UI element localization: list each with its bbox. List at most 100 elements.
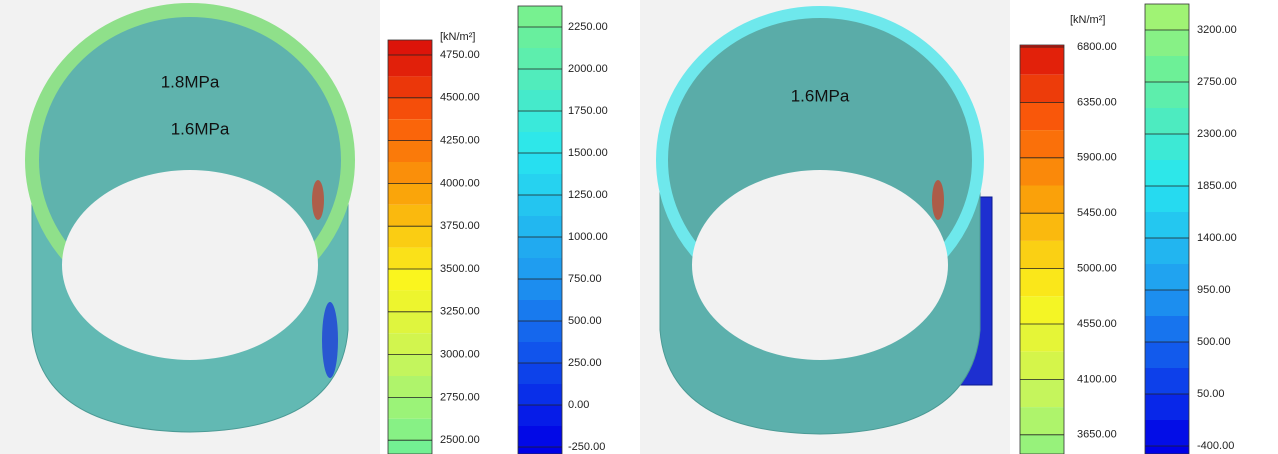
- legend-band: [518, 405, 562, 426]
- legend-band: [518, 321, 562, 342]
- legend-label: 3650.00: [1077, 429, 1117, 441]
- legend-band: [1020, 47, 1064, 75]
- legend-label: 1750.00: [568, 105, 608, 117]
- legend-label: 4750.00: [440, 49, 480, 61]
- legend-label: 2750.00: [440, 391, 480, 403]
- legend-band: [518, 90, 562, 111]
- legend-band: [1145, 4, 1189, 30]
- legend-label: -250.00: [568, 441, 605, 453]
- unit: [kN/m²]: [440, 31, 475, 43]
- legend-band: [1145, 238, 1189, 264]
- annotation: 1.6MPa: [171, 119, 230, 138]
- legend-band: [388, 376, 432, 397]
- legend-label: 4000.00: [440, 177, 480, 189]
- right-cylinder: [660, 12, 992, 434]
- legend-band: [1020, 435, 1064, 454]
- legend-band: [388, 141, 432, 162]
- legend-band: [1145, 446, 1189, 454]
- legend-band: [518, 447, 562, 454]
- legend-band: [1145, 290, 1189, 316]
- legend-label: -400.00: [1197, 440, 1234, 452]
- legend-label: 2750.00: [1197, 76, 1237, 88]
- legend-band: [518, 153, 562, 174]
- legend-band: [1145, 108, 1189, 134]
- legend-label: 2300.00: [1197, 128, 1237, 140]
- legend-band: [1145, 342, 1189, 368]
- legend-band: [518, 6, 562, 27]
- legend-band: [518, 384, 562, 405]
- legend-label: 1400.00: [1197, 232, 1237, 244]
- legend-band: [1145, 394, 1189, 420]
- legend-band: [388, 355, 432, 376]
- legend-band: [1020, 213, 1064, 241]
- legend-band: [518, 69, 562, 90]
- legend-label: 5900.00: [1077, 152, 1117, 164]
- legend-label: 750.00: [568, 273, 602, 285]
- legend-band: [388, 40, 432, 55]
- unit: [kN/m²]: [1070, 14, 1105, 26]
- legend-band: [388, 119, 432, 140]
- legend-band: [518, 132, 562, 153]
- legend-band: [518, 279, 562, 300]
- legend-band: [388, 440, 432, 454]
- legend-band: [388, 98, 432, 119]
- legend-label: 4550.00: [1077, 318, 1117, 330]
- legend-band: [1145, 160, 1189, 186]
- legend-band: [388, 419, 432, 440]
- legend-band: [388, 333, 432, 354]
- legend-label: 50.00: [1197, 388, 1225, 400]
- legend-label: 2000.00: [568, 63, 608, 75]
- legend-band: [388, 55, 432, 76]
- legend-band: [518, 48, 562, 69]
- legend-label: 4250.00: [440, 135, 480, 147]
- legend-label: 3000.00: [440, 349, 480, 361]
- legend-band: [1020, 241, 1064, 269]
- legend-band: [518, 174, 562, 195]
- legend-band: [388, 205, 432, 226]
- legend-band: [388, 76, 432, 97]
- legend-label: 950.00: [1197, 284, 1231, 296]
- legend-label: 3200.00: [1197, 24, 1237, 36]
- legend-band: [1145, 316, 1189, 342]
- legend-label: 4500.00: [440, 92, 480, 104]
- legend-label: 6350.00: [1077, 96, 1117, 108]
- legend-band: [1145, 82, 1189, 108]
- legend-band: [1145, 134, 1189, 160]
- legend-band: [1145, 420, 1189, 446]
- legend-band: [518, 426, 562, 447]
- legend-label: 250.00: [568, 357, 602, 369]
- legend-band: [1020, 269, 1064, 297]
- legend-band: [388, 312, 432, 333]
- legend-band: [518, 237, 562, 258]
- legend-band: [388, 248, 432, 269]
- legend-band: [1020, 407, 1064, 435]
- legend-label: 1850.00: [1197, 180, 1237, 192]
- legend-label: 1250.00: [568, 189, 608, 201]
- legend-band: [1145, 56, 1189, 82]
- legend-label: 0.00: [568, 399, 589, 411]
- legend-band: [388, 183, 432, 204]
- legend-band: [1020, 379, 1064, 407]
- legend-label: 1000.00: [568, 231, 608, 243]
- legend-band: [1145, 212, 1189, 238]
- legend-band: [1020, 296, 1064, 324]
- legend-label: 500.00: [1197, 336, 1231, 348]
- legend-label: 6800.00: [1077, 41, 1117, 53]
- legend-band: [1145, 30, 1189, 56]
- legend-band: [1145, 264, 1189, 290]
- legend-band: [1020, 186, 1064, 214]
- legend-label: 1500.00: [568, 147, 608, 159]
- legend-label: 2500.00: [440, 434, 480, 446]
- legend-band: [518, 27, 562, 48]
- legend-band: [1020, 158, 1064, 186]
- legend-label: 4100.00: [1077, 373, 1117, 385]
- legend-band: [388, 290, 432, 311]
- legend-band: [518, 363, 562, 384]
- legend-band: [518, 195, 562, 216]
- legend-label: 5450.00: [1077, 207, 1117, 219]
- legend-band: [388, 397, 432, 418]
- legend-band: [1020, 102, 1064, 130]
- legend-band: [518, 300, 562, 321]
- legend-band: [1020, 130, 1064, 158]
- legend-band: [388, 226, 432, 247]
